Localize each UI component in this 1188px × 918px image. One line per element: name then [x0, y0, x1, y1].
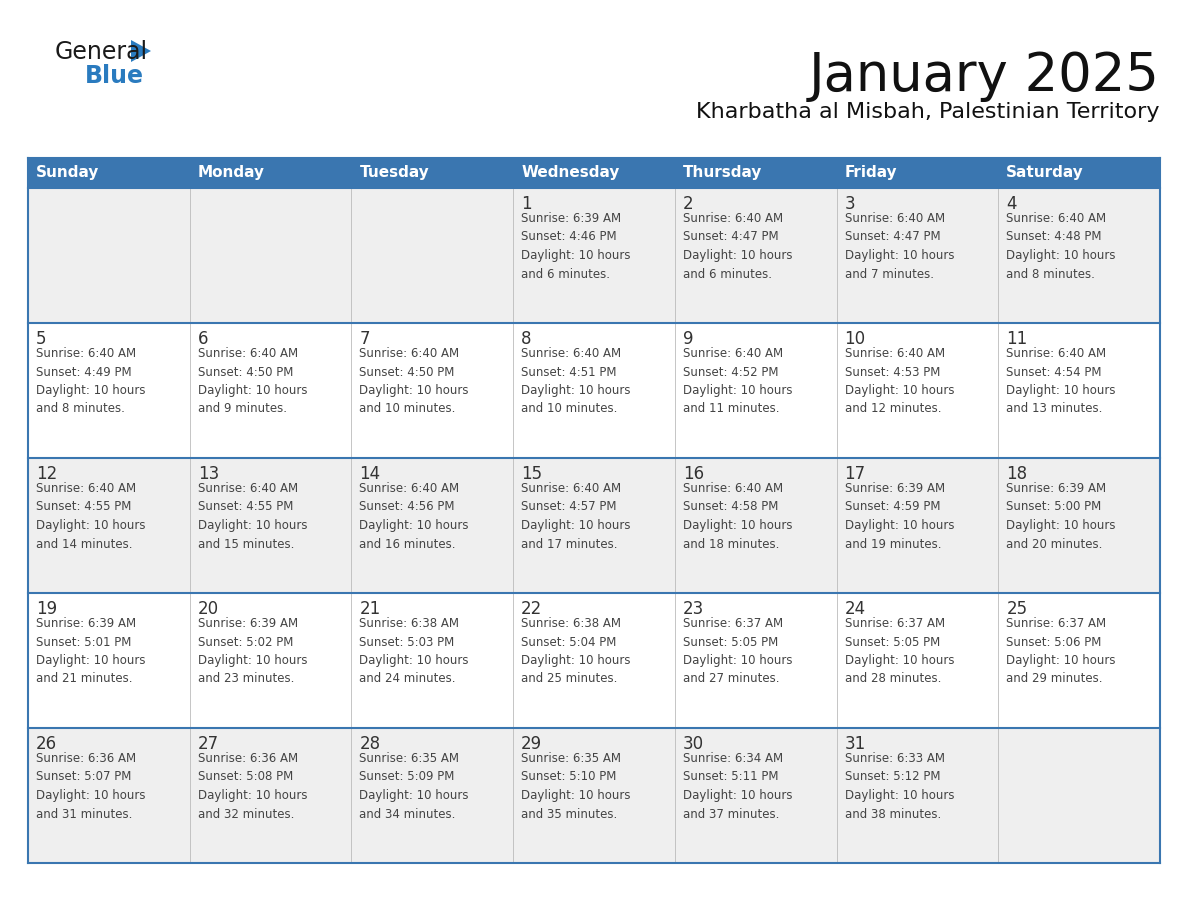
Text: Sunrise: 6:40 AM
Sunset: 4:53 PM
Daylight: 10 hours
and 12 minutes.: Sunrise: 6:40 AM Sunset: 4:53 PM Dayligh… — [845, 347, 954, 416]
Bar — [29, 458, 1159, 593]
Text: 17: 17 — [845, 465, 866, 483]
Text: Sunrise: 6:39 AM
Sunset: 5:02 PM
Daylight: 10 hours
and 23 minutes.: Sunrise: 6:39 AM Sunset: 5:02 PM Dayligh… — [197, 617, 308, 686]
Bar — [29, 728, 1159, 863]
Text: 28: 28 — [360, 735, 380, 753]
Text: Sunrise: 6:36 AM
Sunset: 5:07 PM
Daylight: 10 hours
and 31 minutes.: Sunrise: 6:36 AM Sunset: 5:07 PM Dayligh… — [36, 752, 145, 821]
Text: 20: 20 — [197, 600, 219, 618]
Text: Sunday: Sunday — [36, 165, 100, 181]
Text: Sunrise: 6:40 AM
Sunset: 4:50 PM
Daylight: 10 hours
and 9 minutes.: Sunrise: 6:40 AM Sunset: 4:50 PM Dayligh… — [197, 347, 308, 416]
Text: 7: 7 — [360, 330, 369, 348]
Text: Sunrise: 6:39 AM
Sunset: 5:00 PM
Daylight: 10 hours
and 20 minutes.: Sunrise: 6:39 AM Sunset: 5:00 PM Dayligh… — [1006, 482, 1116, 551]
Text: Friday: Friday — [845, 165, 897, 181]
Text: Sunrise: 6:36 AM
Sunset: 5:08 PM
Daylight: 10 hours
and 32 minutes.: Sunrise: 6:36 AM Sunset: 5:08 PM Dayligh… — [197, 752, 308, 821]
Text: Sunrise: 6:34 AM
Sunset: 5:11 PM
Daylight: 10 hours
and 37 minutes.: Sunrise: 6:34 AM Sunset: 5:11 PM Dayligh… — [683, 752, 792, 821]
Text: Sunrise: 6:40 AM
Sunset: 4:50 PM
Daylight: 10 hours
and 10 minutes.: Sunrise: 6:40 AM Sunset: 4:50 PM Dayligh… — [360, 347, 469, 416]
Text: 15: 15 — [522, 465, 542, 483]
Text: Sunrise: 6:40 AM
Sunset: 4:55 PM
Daylight: 10 hours
and 15 minutes.: Sunrise: 6:40 AM Sunset: 4:55 PM Dayligh… — [197, 482, 308, 551]
Text: Thursday: Thursday — [683, 165, 763, 181]
Bar — [29, 188, 1159, 323]
Text: Sunrise: 6:39 AM
Sunset: 5:01 PM
Daylight: 10 hours
and 21 minutes.: Sunrise: 6:39 AM Sunset: 5:01 PM Dayligh… — [36, 617, 145, 686]
Text: Sunrise: 6:37 AM
Sunset: 5:05 PM
Daylight: 10 hours
and 28 minutes.: Sunrise: 6:37 AM Sunset: 5:05 PM Dayligh… — [845, 617, 954, 686]
Text: Monday: Monday — [197, 165, 265, 181]
Text: Sunrise: 6:38 AM
Sunset: 5:04 PM
Daylight: 10 hours
and 25 minutes.: Sunrise: 6:38 AM Sunset: 5:04 PM Dayligh… — [522, 617, 631, 686]
Text: 30: 30 — [683, 735, 704, 753]
Text: Sunrise: 6:38 AM
Sunset: 5:03 PM
Daylight: 10 hours
and 24 minutes.: Sunrise: 6:38 AM Sunset: 5:03 PM Dayligh… — [360, 617, 469, 686]
Text: Sunrise: 6:39 AM
Sunset: 4:46 PM
Daylight: 10 hours
and 6 minutes.: Sunrise: 6:39 AM Sunset: 4:46 PM Dayligh… — [522, 212, 631, 281]
Text: 4: 4 — [1006, 195, 1017, 213]
Text: Sunrise: 6:35 AM
Sunset: 5:10 PM
Daylight: 10 hours
and 35 minutes.: Sunrise: 6:35 AM Sunset: 5:10 PM Dayligh… — [522, 752, 631, 821]
Text: Sunrise: 6:40 AM
Sunset: 4:51 PM
Daylight: 10 hours
and 10 minutes.: Sunrise: 6:40 AM Sunset: 4:51 PM Dayligh… — [522, 347, 631, 416]
Text: 5: 5 — [36, 330, 46, 348]
Text: Sunrise: 6:40 AM
Sunset: 4:48 PM
Daylight: 10 hours
and 8 minutes.: Sunrise: 6:40 AM Sunset: 4:48 PM Dayligh… — [1006, 212, 1116, 281]
Text: 14: 14 — [360, 465, 380, 483]
Text: 25: 25 — [1006, 600, 1028, 618]
Text: 22: 22 — [522, 600, 543, 618]
Text: Saturday: Saturday — [1006, 165, 1083, 181]
Text: 10: 10 — [845, 330, 866, 348]
Text: 27: 27 — [197, 735, 219, 753]
Text: 8: 8 — [522, 330, 532, 348]
Text: Sunrise: 6:37 AM
Sunset: 5:06 PM
Daylight: 10 hours
and 29 minutes.: Sunrise: 6:37 AM Sunset: 5:06 PM Dayligh… — [1006, 617, 1116, 686]
Text: 29: 29 — [522, 735, 542, 753]
Text: 2: 2 — [683, 195, 694, 213]
Text: General: General — [55, 40, 148, 64]
Text: Sunrise: 6:40 AM
Sunset: 4:57 PM
Daylight: 10 hours
and 17 minutes.: Sunrise: 6:40 AM Sunset: 4:57 PM Dayligh… — [522, 482, 631, 551]
Text: Sunrise: 6:35 AM
Sunset: 5:09 PM
Daylight: 10 hours
and 34 minutes.: Sunrise: 6:35 AM Sunset: 5:09 PM Dayligh… — [360, 752, 469, 821]
Text: Tuesday: Tuesday — [360, 165, 429, 181]
Text: Kharbatha al Misbah, Palestinian Territory: Kharbatha al Misbah, Palestinian Territo… — [696, 102, 1159, 122]
Text: Sunrise: 6:40 AM
Sunset: 4:54 PM
Daylight: 10 hours
and 13 minutes.: Sunrise: 6:40 AM Sunset: 4:54 PM Dayligh… — [1006, 347, 1116, 416]
Text: Sunrise: 6:40 AM
Sunset: 4:56 PM
Daylight: 10 hours
and 16 minutes.: Sunrise: 6:40 AM Sunset: 4:56 PM Dayligh… — [360, 482, 469, 551]
Bar — [29, 158, 1159, 188]
Text: Blue: Blue — [86, 64, 144, 88]
Bar — [29, 593, 1159, 728]
Bar — [29, 323, 1159, 458]
Text: 1: 1 — [522, 195, 532, 213]
Text: Wednesday: Wednesday — [522, 165, 619, 181]
Text: Sunrise: 6:40 AM
Sunset: 4:55 PM
Daylight: 10 hours
and 14 minutes.: Sunrise: 6:40 AM Sunset: 4:55 PM Dayligh… — [36, 482, 145, 551]
Text: 6: 6 — [197, 330, 208, 348]
Text: 21: 21 — [360, 600, 380, 618]
Text: Sunrise: 6:39 AM
Sunset: 4:59 PM
Daylight: 10 hours
and 19 minutes.: Sunrise: 6:39 AM Sunset: 4:59 PM Dayligh… — [845, 482, 954, 551]
Text: 13: 13 — [197, 465, 219, 483]
Text: Sunrise: 6:40 AM
Sunset: 4:58 PM
Daylight: 10 hours
and 18 minutes.: Sunrise: 6:40 AM Sunset: 4:58 PM Dayligh… — [683, 482, 792, 551]
Text: Sunrise: 6:40 AM
Sunset: 4:49 PM
Daylight: 10 hours
and 8 minutes.: Sunrise: 6:40 AM Sunset: 4:49 PM Dayligh… — [36, 347, 145, 416]
Text: 9: 9 — [683, 330, 694, 348]
Text: January 2025: January 2025 — [809, 50, 1159, 102]
Text: 31: 31 — [845, 735, 866, 753]
Text: 23: 23 — [683, 600, 704, 618]
Text: Sunrise: 6:40 AM
Sunset: 4:47 PM
Daylight: 10 hours
and 6 minutes.: Sunrise: 6:40 AM Sunset: 4:47 PM Dayligh… — [683, 212, 792, 281]
Polygon shape — [131, 40, 151, 62]
Text: 24: 24 — [845, 600, 866, 618]
Text: 19: 19 — [36, 600, 57, 618]
Text: 18: 18 — [1006, 465, 1028, 483]
Text: Sunrise: 6:40 AM
Sunset: 4:47 PM
Daylight: 10 hours
and 7 minutes.: Sunrise: 6:40 AM Sunset: 4:47 PM Dayligh… — [845, 212, 954, 281]
Text: 26: 26 — [36, 735, 57, 753]
Text: 11: 11 — [1006, 330, 1028, 348]
Text: Sunrise: 6:40 AM
Sunset: 4:52 PM
Daylight: 10 hours
and 11 minutes.: Sunrise: 6:40 AM Sunset: 4:52 PM Dayligh… — [683, 347, 792, 416]
Text: Sunrise: 6:33 AM
Sunset: 5:12 PM
Daylight: 10 hours
and 38 minutes.: Sunrise: 6:33 AM Sunset: 5:12 PM Dayligh… — [845, 752, 954, 821]
Text: Sunrise: 6:37 AM
Sunset: 5:05 PM
Daylight: 10 hours
and 27 minutes.: Sunrise: 6:37 AM Sunset: 5:05 PM Dayligh… — [683, 617, 792, 686]
Text: 12: 12 — [36, 465, 57, 483]
Text: 3: 3 — [845, 195, 855, 213]
Text: 16: 16 — [683, 465, 704, 483]
